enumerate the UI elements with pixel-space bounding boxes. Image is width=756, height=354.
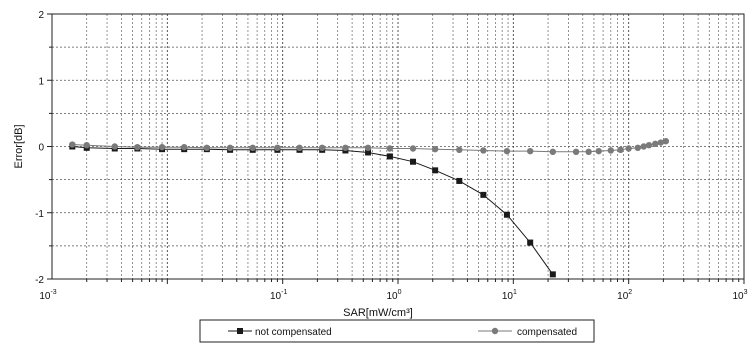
data-point-compensated xyxy=(203,144,211,152)
x-tick-exponent: -1 xyxy=(281,289,287,296)
series-line-compensated xyxy=(72,140,666,153)
x-tick-base: 10 xyxy=(617,291,629,302)
x-tick-base: 10 xyxy=(386,291,398,302)
data-point-not-compensated xyxy=(386,153,393,160)
y-tick-label: 0 xyxy=(38,143,44,154)
legend: not compensated compensated xyxy=(199,319,595,343)
data-point-compensated xyxy=(318,144,326,152)
x-tick-base: 10 xyxy=(270,291,282,302)
data-point-compensated xyxy=(640,143,647,150)
data-point-compensated xyxy=(69,141,76,148)
legend-box xyxy=(199,319,595,343)
data-point-compensated xyxy=(342,144,349,152)
data-point-compensated xyxy=(607,147,615,154)
data-point-compensated xyxy=(480,147,487,154)
legend-label-not-compensated: not compensated xyxy=(255,327,332,338)
x-tick-label: 103 xyxy=(732,289,747,302)
data-point-compensated xyxy=(549,148,557,155)
y-tick-label: -2 xyxy=(35,275,44,286)
x-tick-exponent: 2 xyxy=(628,289,632,296)
x-tick-base: 10 xyxy=(502,291,514,302)
x-tick-exponent: 1 xyxy=(513,289,517,296)
data-point-compensated xyxy=(386,145,394,152)
data-point-compensated xyxy=(296,144,303,152)
x-tick-base: 10 xyxy=(39,291,51,302)
legend-marker-square xyxy=(237,328,243,334)
data-point-compensated xyxy=(456,146,463,154)
data-point-compensated xyxy=(526,147,534,155)
series-layer xyxy=(69,138,670,278)
x-tick-label: 100 xyxy=(386,289,401,302)
data-point-compensated xyxy=(134,143,141,151)
data-point-compensated xyxy=(274,144,281,152)
data-point-compensated xyxy=(226,144,234,152)
data-point-compensated xyxy=(431,145,439,153)
data-point-not-compensated xyxy=(456,177,463,184)
data-point-compensated xyxy=(634,144,641,152)
x-tick-label: 10-1 xyxy=(270,289,287,302)
data-point-not-compensated xyxy=(432,167,439,174)
data-point-not-compensated xyxy=(365,149,372,156)
data-point-compensated xyxy=(409,145,417,152)
data-point-compensated xyxy=(662,138,670,145)
data-point-compensated xyxy=(180,143,188,151)
x-tick-exponent: 0 xyxy=(398,289,402,296)
x-tick-label: 10-3 xyxy=(39,289,56,302)
data-point-not-compensated xyxy=(410,158,417,165)
data-point-compensated xyxy=(652,140,659,148)
data-point-compensated xyxy=(645,141,653,149)
x-tick-exponent: 3 xyxy=(744,289,748,296)
y-tick-label: 2 xyxy=(38,10,44,21)
x-tick-label: 101 xyxy=(502,289,517,302)
series-line-not-compensated xyxy=(72,146,554,275)
data-point-compensated xyxy=(657,139,665,146)
axes: 210-1-210-3 10-1 100 101 102 103 xyxy=(35,10,748,302)
data-point-compensated xyxy=(364,144,372,152)
data-point-compensated xyxy=(111,143,118,150)
data-point-compensated xyxy=(158,143,166,151)
data-point-compensated xyxy=(249,144,256,152)
x-tick-exponent: -3 xyxy=(50,289,56,296)
x-axis-title: SAR[mW/cm³] xyxy=(343,307,413,319)
data-point-compensated xyxy=(572,148,580,155)
x-tick-base: 10 xyxy=(732,291,744,302)
data-point-not-compensated xyxy=(549,271,556,278)
data-point-compensated xyxy=(83,141,90,149)
data-point-compensated xyxy=(503,147,511,155)
legend-marker-circle xyxy=(491,327,499,335)
data-point-compensated xyxy=(585,148,592,155)
data-point-compensated xyxy=(617,146,624,154)
x-tick-label: 102 xyxy=(617,289,632,302)
y-tick-label: 1 xyxy=(38,76,44,87)
data-point-not-compensated xyxy=(480,191,487,198)
data-point-compensated xyxy=(625,145,632,152)
data-point-not-compensated xyxy=(503,211,510,218)
y-tick-label: -1 xyxy=(35,209,44,220)
legend-label-compensated: compensated xyxy=(517,327,577,338)
data-point-not-compensated xyxy=(527,239,534,246)
grid xyxy=(52,14,744,279)
y-axis-title: Error[dB] xyxy=(13,124,25,168)
data-point-compensated xyxy=(595,147,602,155)
